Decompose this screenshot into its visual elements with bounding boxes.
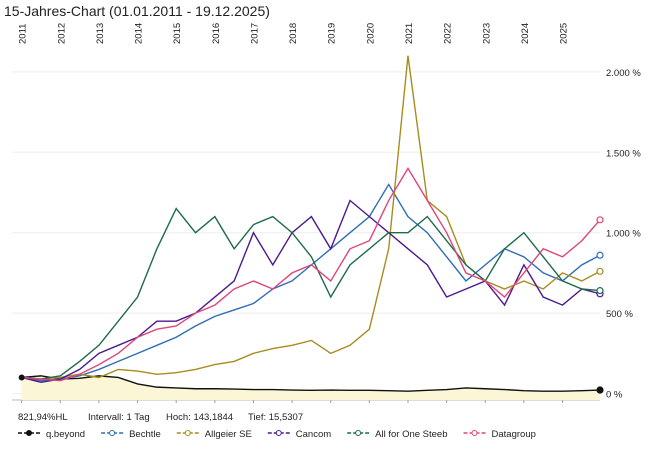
x-tick-label: 2023 <box>481 23 492 44</box>
legend-marker <box>184 430 191 436</box>
legend-label: Allgeier SE <box>205 429 252 440</box>
legend-marker <box>109 430 116 436</box>
legend-label: Datagroup <box>492 429 536 440</box>
series-line <box>21 199 601 384</box>
end-marker <box>596 287 604 295</box>
x-tick-label: 2025 <box>559 23 570 44</box>
legend-marker <box>471 430 478 436</box>
legend-label: Cancom <box>296 429 331 440</box>
y-tick-label: 2.000 % <box>606 68 641 79</box>
legend-label: Bechtle <box>129 429 161 440</box>
y-tick-label: 1.500 % <box>606 148 641 159</box>
x-tick-label: 2016 <box>211 23 222 44</box>
start-marker <box>18 374 25 381</box>
end-marker <box>596 386 604 394</box>
x-tick-label: 2020 <box>365 23 376 44</box>
x-tick-label: 2021 <box>404 23 415 44</box>
series-line <box>21 207 601 380</box>
x-tick-label: 2012 <box>56 23 67 44</box>
legend-marker <box>355 430 362 436</box>
end-marker <box>596 216 604 224</box>
series-line <box>21 55 601 380</box>
legend-marker <box>26 430 32 436</box>
series-line <box>21 375 601 392</box>
x-tick-label: 2011 <box>18 24 29 44</box>
series-line <box>21 166 601 382</box>
x-tick-label: 2019 <box>327 23 338 44</box>
legend-label: All for One Steeb <box>375 429 447 440</box>
x-tick-label: 2015 <box>172 23 183 44</box>
x-tick-label: 2014 <box>134 23 145 44</box>
x-tick-label: 2022 <box>443 23 454 44</box>
legend-label: q.beyond <box>46 429 85 440</box>
stat-text: Hoch: 143,1844 <box>166 412 233 423</box>
y-tick-label: 0 % <box>606 390 623 401</box>
area <box>21 375 601 400</box>
y-tick-label: 500 % <box>606 309 633 320</box>
stat-text: Tief: 15,5307 <box>248 412 303 423</box>
end-marker <box>596 267 604 275</box>
legend-marker <box>275 430 282 436</box>
stat-text: 821,94%HL <box>18 412 68 423</box>
y-tick-label: 1.000 % <box>606 229 641 240</box>
end-marker <box>596 251 604 259</box>
x-tick-label: 2018 <box>288 23 299 44</box>
series-line <box>21 183 601 382</box>
x-tick-label: 2024 <box>520 23 531 44</box>
stat-text: Intervall: 1 Tag <box>88 412 150 423</box>
x-tick-label: 2017 <box>249 23 260 44</box>
x-tick-label: 2013 <box>95 23 106 44</box>
chart-title: 15-Jahres-Chart (01.01.2011 - 19.12.2025… <box>4 3 270 19</box>
